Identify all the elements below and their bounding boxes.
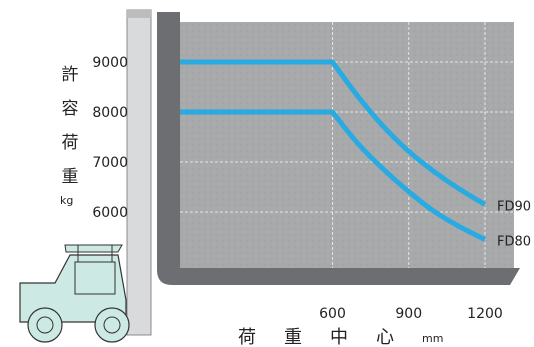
x-axis-label-char: 荷 [238, 327, 256, 347]
y-axis-label-char: 容 [62, 99, 79, 119]
y-axis-label-char: 荷 [62, 133, 79, 153]
x-axis-unit: mm [422, 332, 443, 345]
series-labels: FD90 FD80 [497, 200, 531, 250]
y-tick-labels: 6000 7000 8000 9000 [92, 55, 128, 221]
x-tick-label: 900 [395, 306, 422, 322]
x-tick-label: 1200 [467, 306, 503, 322]
x-axis-label: 荷重中心 [238, 327, 394, 347]
y-axis-label-char: 重 [62, 167, 79, 187]
y-tick-label: 7000 [92, 155, 128, 171]
x-tick-label: 600 [319, 306, 346, 322]
x-axis-label-char: 心 [376, 327, 394, 347]
forklift-illustration [19, 244, 130, 343]
series-line-fd80 [180, 109, 487, 242]
forklift-mast [126, 9, 152, 336]
series-label-fd80: FD80 [497, 235, 531, 250]
y-tick-label: 8000 [92, 105, 128, 121]
y-tick-label: 6000 [92, 205, 128, 221]
y-tick-label: 9000 [92, 55, 128, 71]
x-axis-label-char: 重 [284, 327, 302, 347]
y-axis-label-char: 許 [62, 65, 79, 85]
series-line-fd90 [180, 59, 487, 207]
x-axis-label-char: 中 [330, 327, 348, 347]
series-layer [180, 59, 487, 242]
y-axis-unit: kg [60, 194, 73, 207]
x-tick-labels: 600 900 1200 [319, 306, 503, 322]
series-label-fd90: FD90 [497, 200, 531, 215]
